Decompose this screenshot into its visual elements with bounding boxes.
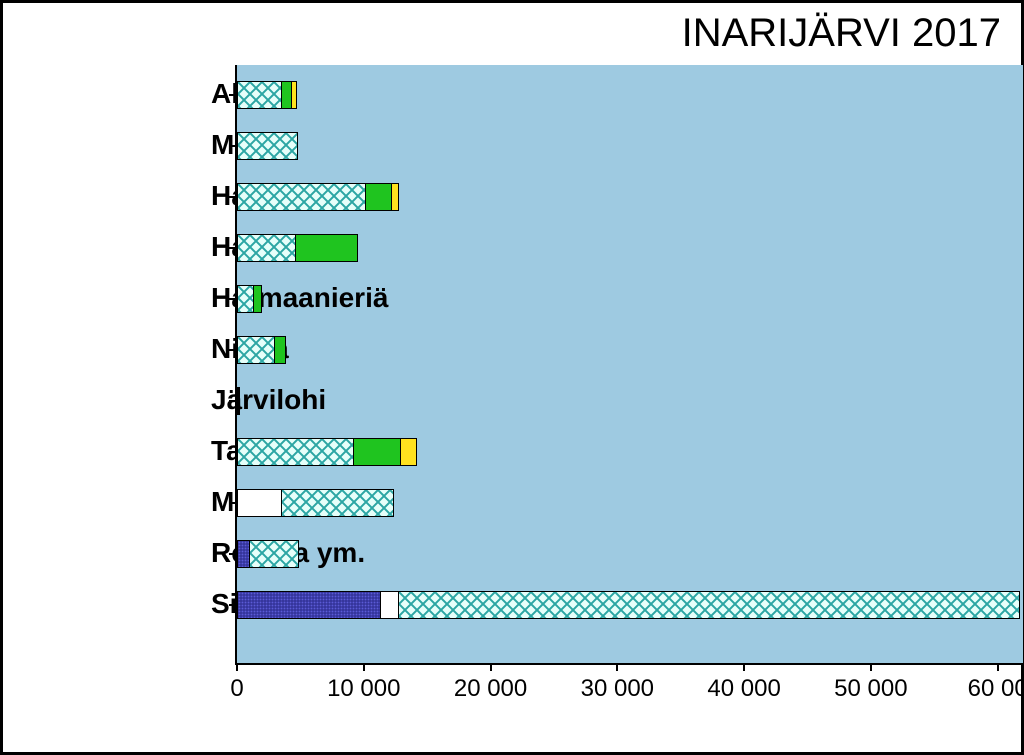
x-tick-label: 20 000: [454, 675, 527, 703]
bar-segment-teal_hatch: [237, 81, 283, 109]
x-tick: [870, 663, 872, 671]
category-label: Nieriä: [211, 333, 217, 365]
bar-segment-yellow: [400, 438, 416, 466]
plot-area: 010 00020 00030 00040 00050 00060 00Ahve…: [235, 65, 1023, 665]
category-label: Made: [211, 129, 217, 161]
bar-segment-teal_hatch: [237, 336, 275, 364]
bar-segment-yellow: [391, 183, 399, 211]
bar-row: [237, 591, 1020, 619]
bar-row: [237, 336, 286, 364]
bar-segment-white: [237, 489, 283, 517]
bar-segment-blue_grid: [237, 591, 382, 619]
category-label: Reeska ym.: [211, 537, 217, 569]
bar-segment-teal_hatch: [237, 132, 298, 160]
category-label: Taimen: [211, 435, 217, 467]
plot-background: [237, 65, 1023, 663]
bar-segment-green: [253, 285, 262, 313]
x-tick: [997, 663, 999, 671]
category-label: Siika: [211, 588, 217, 620]
bar-row: [237, 183, 399, 211]
bar-segment-teal_hatch: [249, 540, 298, 568]
bar-segment-teal_hatch: [398, 591, 1020, 619]
category-label: Hauki: [211, 180, 217, 212]
bar-segment-teal_hatch: [237, 183, 366, 211]
x-tick-label: 0: [230, 675, 243, 703]
x-tick-label: 60 00: [968, 675, 1024, 703]
bar-segment-teal_hatch: [281, 489, 394, 517]
category-label: Muikku: [211, 486, 217, 518]
chart-frame: INARIJÄRVI 2017 010 00020 00030 00040 00…: [0, 0, 1024, 755]
bar-segment-teal_hatch: [237, 438, 355, 466]
bar-row: [237, 132, 298, 160]
x-tick-label: 10 000: [327, 675, 400, 703]
bar-row: [237, 489, 394, 517]
x-tick: [236, 663, 238, 671]
x-tick: [743, 663, 745, 671]
bar-segment-teal_hatch: [237, 234, 297, 262]
chart-title: INARIJÄRVI 2017: [682, 11, 1001, 56]
bar-segment-green: [238, 387, 240, 415]
x-tick: [616, 663, 618, 671]
bar-segment-teal_hatch: [237, 285, 255, 313]
category-label: Harmaanieriä: [211, 282, 217, 314]
bar-row: [237, 234, 358, 262]
bar-row: [237, 285, 262, 313]
x-tick: [490, 663, 492, 671]
bar-segment-yellow: [291, 81, 297, 109]
bar-row: [237, 387, 240, 415]
x-tick-label: 50 000: [834, 675, 907, 703]
bar-segment-green: [353, 438, 401, 466]
x-tick: [363, 663, 365, 671]
bar-row: [237, 81, 297, 109]
bar-segment-green: [274, 336, 287, 364]
category-label: Ahven: [211, 78, 217, 110]
x-tick-label: 40 000: [707, 675, 780, 703]
bar-segment-white: [380, 591, 399, 619]
bar-row: [237, 438, 417, 466]
bar-segment-green: [365, 183, 393, 211]
bar-segment-green: [295, 234, 358, 262]
category-label: Harjus: [211, 231, 217, 263]
bar-row: [237, 540, 299, 568]
x-tick-label: 30 000: [581, 675, 654, 703]
category-label: Järvilohi: [211, 384, 217, 416]
